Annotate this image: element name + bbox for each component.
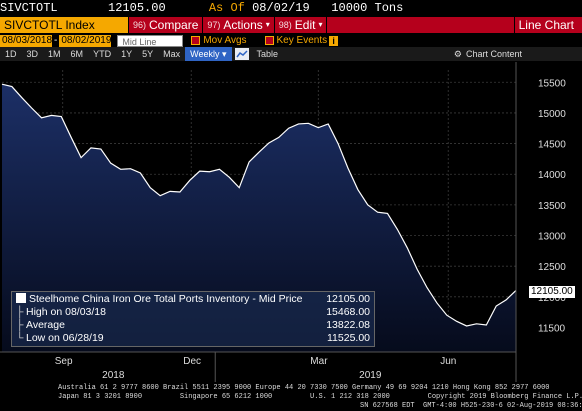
- footer-contacts-2: Japan 81 3 3201 8900 Singapore 65 6212 1…: [58, 393, 582, 401]
- period-5y[interactable]: 5Y: [142, 49, 154, 59]
- legend-avg-row: ├ Average 13822.08: [16, 319, 370, 332]
- legend-high-row: ├ High on 08/03/18 15468.00: [16, 306, 370, 319]
- chart-content-button[interactable]: ⚙ Chart Content: [454, 49, 522, 60]
- end-date-input[interactable]: 08/02/2019: [59, 34, 112, 47]
- x-tick-label: Jun: [440, 356, 456, 367]
- mov-avgs-label: Mov Avgs: [203, 35, 247, 46]
- table-button[interactable]: Table: [256, 49, 279, 59]
- x-axis: Sep Dec Mar Jun 2018 2019: [55, 352, 456, 382]
- y-tick-label: 14000: [538, 170, 566, 181]
- chart-legend[interactable]: Steelhome China Iron Ore Total Ports Inv…: [11, 291, 375, 347]
- period-max[interactable]: Max: [163, 49, 181, 59]
- footer-timestamp: SN 627568 EDT GMT-4:00 H525-230-6 02-Aug…: [360, 402, 582, 410]
- info-icon[interactable]: i: [329, 35, 339, 46]
- series-swatch: [16, 293, 26, 303]
- key-events-checkbox[interactable]: [264, 36, 274, 45]
- key-events-label: Key Events: [276, 35, 328, 46]
- series-area: [2, 84, 516, 353]
- period-1d[interactable]: 1D: [5, 49, 17, 59]
- legend-low-value: 11525.00: [326, 332, 370, 344]
- chevron-down-icon: ▾: [221, 49, 227, 59]
- chart-content-label: Chart Content: [465, 49, 522, 59]
- frequency-select[interactable]: Weekly ▾: [185, 47, 232, 61]
- legend-low-label: Low on 06/28/19: [26, 332, 104, 344]
- legend-series-value: 12105.00: [326, 293, 370, 305]
- tree-branch-icon: ├: [16, 319, 24, 331]
- x-year-label: 2019: [359, 370, 382, 381]
- period-6m[interactable]: 6M: [70, 49, 84, 59]
- actions-button[interactable]: 97) Actions ▾: [203, 17, 274, 33]
- last-value-tag: 12105.00: [529, 286, 575, 298]
- legend-low-row: └ Low on 06/28/19 11525.00: [16, 332, 370, 345]
- legend-high-label: High on 08/03/18: [26, 306, 106, 318]
- x-tick-label: Dec: [183, 356, 201, 367]
- units-label: 10000 Tons: [331, 1, 404, 15]
- compare-button[interactable]: 96) Compare: [129, 17, 203, 33]
- x-tick-label: Sep: [55, 356, 73, 367]
- line-chart[interactable]: 11500 12000 12500 13000 13500 14000 14500 15000…: [0, 62, 582, 382]
- security-input[interactable]: SIVCTOTL Index: [0, 17, 128, 33]
- compare-label: Compare: [149, 18, 199, 32]
- security-header: SIVCTOTL 12105.00 As Of 08/02/19 10000 T…: [0, 0, 582, 16]
- as-of-date[interactable]: 08/02/19: [252, 1, 310, 15]
- period-bar: 1D 3D 1M 6M YTD 1Y 5Y Max Weekly ▾ Table…: [0, 47, 582, 61]
- period-ytd[interactable]: YTD: [93, 49, 112, 59]
- view-type-label[interactable]: Line Chart: [514, 17, 582, 33]
- y-tick-label: 12000: [538, 293, 566, 304]
- price-type-select[interactable]: Mid Line: [117, 34, 184, 47]
- series-line[interactable]: [1, 83, 517, 327]
- legend-series-row[interactable]: Steelhome China Iron Ore Total Ports Inv…: [16, 293, 370, 306]
- gear-icon: ⚙: [453, 48, 462, 59]
- date-range-bar: 08/03/2018 - 08/02/2019 Mid Line Mov Avg…: [0, 34, 582, 47]
- y-tick-label: 13500: [538, 201, 566, 212]
- edit-label: Edit: [294, 18, 316, 32]
- chevron-down-icon: ▾: [265, 20, 270, 29]
- period-3d[interactable]: 3D: [26, 49, 39, 59]
- chart-type-icon[interactable]: [234, 48, 249, 60]
- date-separator: -: [54, 35, 58, 46]
- toolbar-spacer: [327, 17, 514, 33]
- start-date-input[interactable]: 08/03/2018: [0, 34, 53, 47]
- footer: Australia 61 2 9777 8600 Brazil 5511 239…: [0, 382, 582, 411]
- y-tick-label: 13000: [538, 232, 566, 243]
- legend-avg-value: 13822.08: [326, 319, 370, 331]
- edit-hotkey: 98): [278, 20, 292, 30]
- period-1y[interactable]: 1Y: [121, 49, 133, 59]
- chevron-down-icon: ▾: [318, 20, 323, 29]
- tree-branch-icon: ├: [16, 306, 24, 318]
- mov-avgs-checkbox[interactable]: [191, 36, 201, 45]
- legend-series-name: Steelhome China Iron Ore Total Ports Inv…: [29, 293, 303, 305]
- frequency-label: Weekly: [190, 49, 220, 59]
- y-tick-label: 12500: [538, 262, 566, 273]
- y-tick-label: 14500: [538, 140, 566, 151]
- ticker-label: SIVCTOTL: [0, 1, 58, 15]
- toolbar: SIVCTOTL Index 96) Compare 97) Actions ▾…: [0, 17, 582, 33]
- legend-avg-label: Average: [26, 319, 65, 331]
- last-value: 12105.00: [108, 1, 166, 15]
- actions-label: Actions: [223, 18, 263, 32]
- period-1m[interactable]: 1M: [48, 49, 61, 59]
- x-year-label: 2018: [102, 370, 125, 381]
- y-tick-label: 15500: [538, 78, 566, 89]
- tree-branch-icon: └: [16, 332, 24, 344]
- edit-button[interactable]: 98) Edit ▾: [274, 17, 327, 33]
- compare-hotkey: 96): [133, 20, 147, 30]
- y-axis: 11500 12000 12500 13000 13500 14000 14500 15000…: [0, 62, 566, 382]
- footer-contacts: Australia 61 2 9777 8600 Brazil 5511 239…: [58, 384, 550, 392]
- y-tick-label: 11500: [538, 323, 566, 334]
- legend-high-value: 15468.00: [326, 306, 370, 318]
- actions-hotkey: 97): [207, 20, 221, 30]
- y-tick-label: 15000: [538, 109, 566, 120]
- x-tick-label: Mar: [310, 356, 328, 367]
- as-of-label: As Of: [208, 1, 245, 15]
